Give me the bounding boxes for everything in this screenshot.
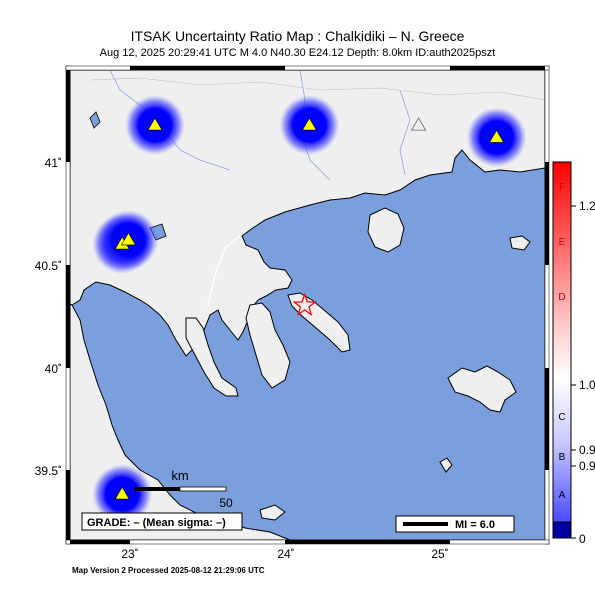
land-sithonia (245, 302, 291, 389)
cb-letter-a: A (559, 490, 566, 501)
cb-letter-f: F (559, 182, 565, 193)
cb-value-0-9b: 0.9 (579, 459, 595, 473)
map-area (70, 70, 545, 540)
lat-tick-40-5: 40.5˚ (35, 259, 62, 273)
cb-letter-e: E (559, 237, 566, 248)
lon-tick-23: 23˚ (121, 547, 138, 561)
scale-bar: km 50 (134, 468, 233, 510)
cb-value-0: 0 (579, 532, 586, 546)
map-title: ITSAK Uncertainty Ratio Map : Chalkidiki… (130, 28, 465, 44)
island-efstratios (439, 457, 453, 473)
mi-text: MI = 6.0 (455, 519, 495, 531)
island-lemnos (447, 365, 517, 413)
station-marker (147, 117, 163, 131)
cb-value-0-9a: 0.9 (579, 443, 595, 457)
lat-tick-41: 41˚ (45, 156, 62, 170)
island-thasos (367, 207, 405, 253)
map-subtitle: Aug 12, 2025 20:29:41 UTC M 4.0 N40.30 E… (99, 47, 496, 59)
cb-value-1-2: 1.2 (579, 199, 595, 213)
cb-letter-c: C (558, 412, 565, 423)
grade-box: GRADE: – (Mean sigma: –) (81, 512, 243, 531)
frame-ticks (65, 65, 550, 545)
lat-tick-39-5: 39.5˚ (35, 464, 62, 478)
road-1 (207, 235, 241, 306)
border-line (89, 77, 545, 101)
land-mainland (70, 70, 545, 357)
land-kassandra (185, 317, 239, 397)
cb-value-1-0: 1.0 (579, 378, 595, 392)
processed-footer: Map Version 2 Processed 2025-08-12 21:29… (72, 566, 265, 575)
scale-unit: km (171, 468, 188, 483)
station-marker (114, 486, 130, 500)
lon-tick-24: 24˚ (277, 547, 294, 561)
river-3 (399, 89, 411, 176)
cb-letter-b: B (559, 452, 566, 463)
lake-1 (89, 111, 101, 129)
land-athos (287, 292, 351, 353)
station-marker (489, 129, 505, 143)
grade-text: GRADE: – (Mean sigma: –) (87, 517, 226, 529)
colorbar: F E D C B A 1.2 1.0 0.9 0.9 0 (552, 161, 595, 546)
station-marker (301, 117, 317, 131)
island-samothrace (509, 235, 531, 251)
island-sporades (259, 504, 286, 521)
lon-tick-25: 25˚ (431, 547, 448, 561)
scale-value: 50 (219, 496, 233, 510)
station-marker (120, 232, 136, 246)
cb-letter-d: D (558, 292, 565, 303)
mi-box: MI = 6.0 (395, 515, 515, 533)
inactive-station-marker (410, 117, 427, 131)
epicenter-star (292, 292, 318, 316)
lat-tick-40: 40˚ (45, 362, 62, 376)
